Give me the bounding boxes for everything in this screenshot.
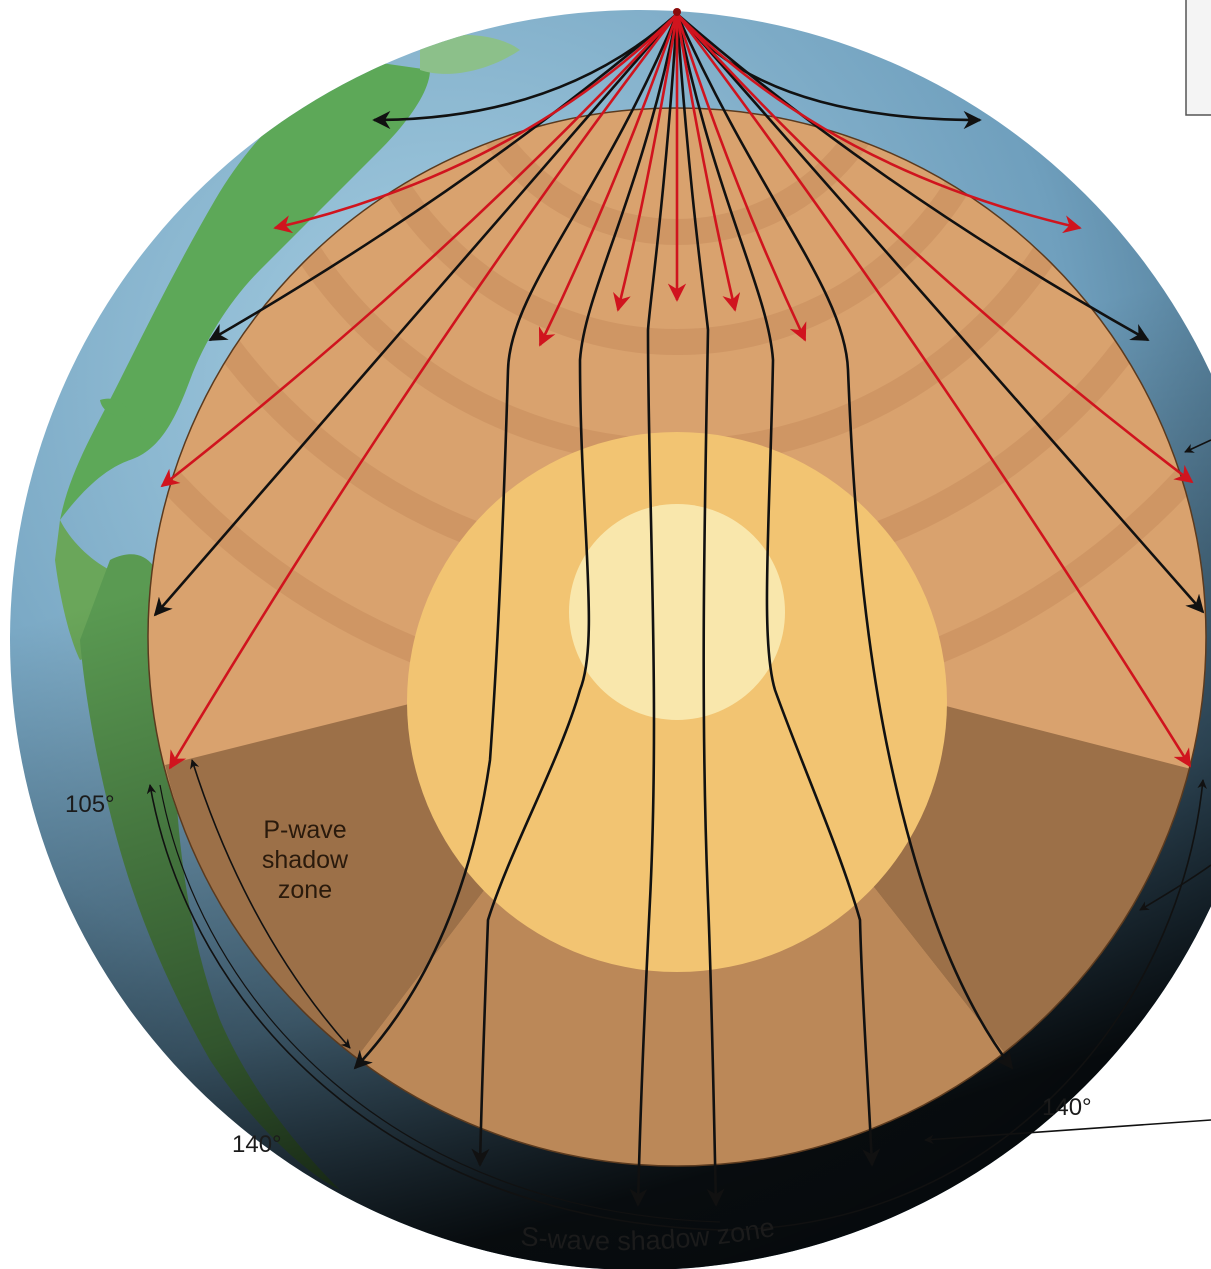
s-wave-ray bbox=[675, 13, 881, 1167]
earthquake-focus-icon bbox=[673, 8, 681, 16]
leader-line-2 bbox=[1139, 864, 1211, 911]
p-wave-ray bbox=[538, 13, 679, 347]
leader-line-3 bbox=[924, 1119, 1211, 1145]
inner-core bbox=[569, 504, 785, 720]
leader-line-1 bbox=[1184, 439, 1211, 453]
wavefront-ring bbox=[334, 108, 1020, 355]
s-wave-ray-paths bbox=[153, 13, 1205, 1207]
p-wave-ray bbox=[160, 13, 678, 488]
s-shadow-arc bbox=[146, 779, 1207, 1231]
p-wave-ray-paths bbox=[160, 13, 1194, 770]
p-wave-ray bbox=[675, 13, 741, 312]
s-wave-ray bbox=[153, 13, 678, 617]
p-wave-ray bbox=[676, 13, 1082, 234]
p-shadow-arc-left bbox=[190, 759, 351, 1049]
s-wave-ray bbox=[676, 13, 1150, 342]
s-wave-ray bbox=[676, 13, 1205, 614]
p-wave-ray bbox=[273, 13, 678, 234]
s-wave-ray bbox=[675, 13, 1014, 1070]
s-wave-ray bbox=[208, 13, 678, 342]
legend-box-fragment bbox=[1185, 0, 1211, 116]
s-wave-ray bbox=[471, 13, 679, 1167]
p-shadow-label-line3: zone bbox=[278, 876, 332, 904]
earth-slice bbox=[147, 107, 1207, 1167]
s-shadow-arc-inner bbox=[159, 784, 721, 1223]
angle-105-label: 105° bbox=[65, 791, 115, 818]
p-shadow-label-line2: shadow bbox=[262, 846, 349, 874]
p-wave-ray bbox=[676, 13, 1194, 484]
p-wave-ray bbox=[613, 13, 679, 312]
p-shadow-label-line1: P-wave bbox=[263, 816, 346, 844]
angle-140-right-label: 140° bbox=[1042, 1094, 1092, 1121]
s-wave-ray bbox=[629, 13, 679, 1207]
p-wave-ray bbox=[168, 13, 679, 770]
angle-arcs bbox=[146, 439, 1211, 1231]
s-wave-ray bbox=[675, 13, 725, 1207]
angle-140-left-label: 140° bbox=[232, 1131, 282, 1158]
p-wave-ray bbox=[675, 13, 807, 342]
p-wave-ray bbox=[675, 13, 1192, 768]
s-wave-ray bbox=[353, 13, 679, 1070]
